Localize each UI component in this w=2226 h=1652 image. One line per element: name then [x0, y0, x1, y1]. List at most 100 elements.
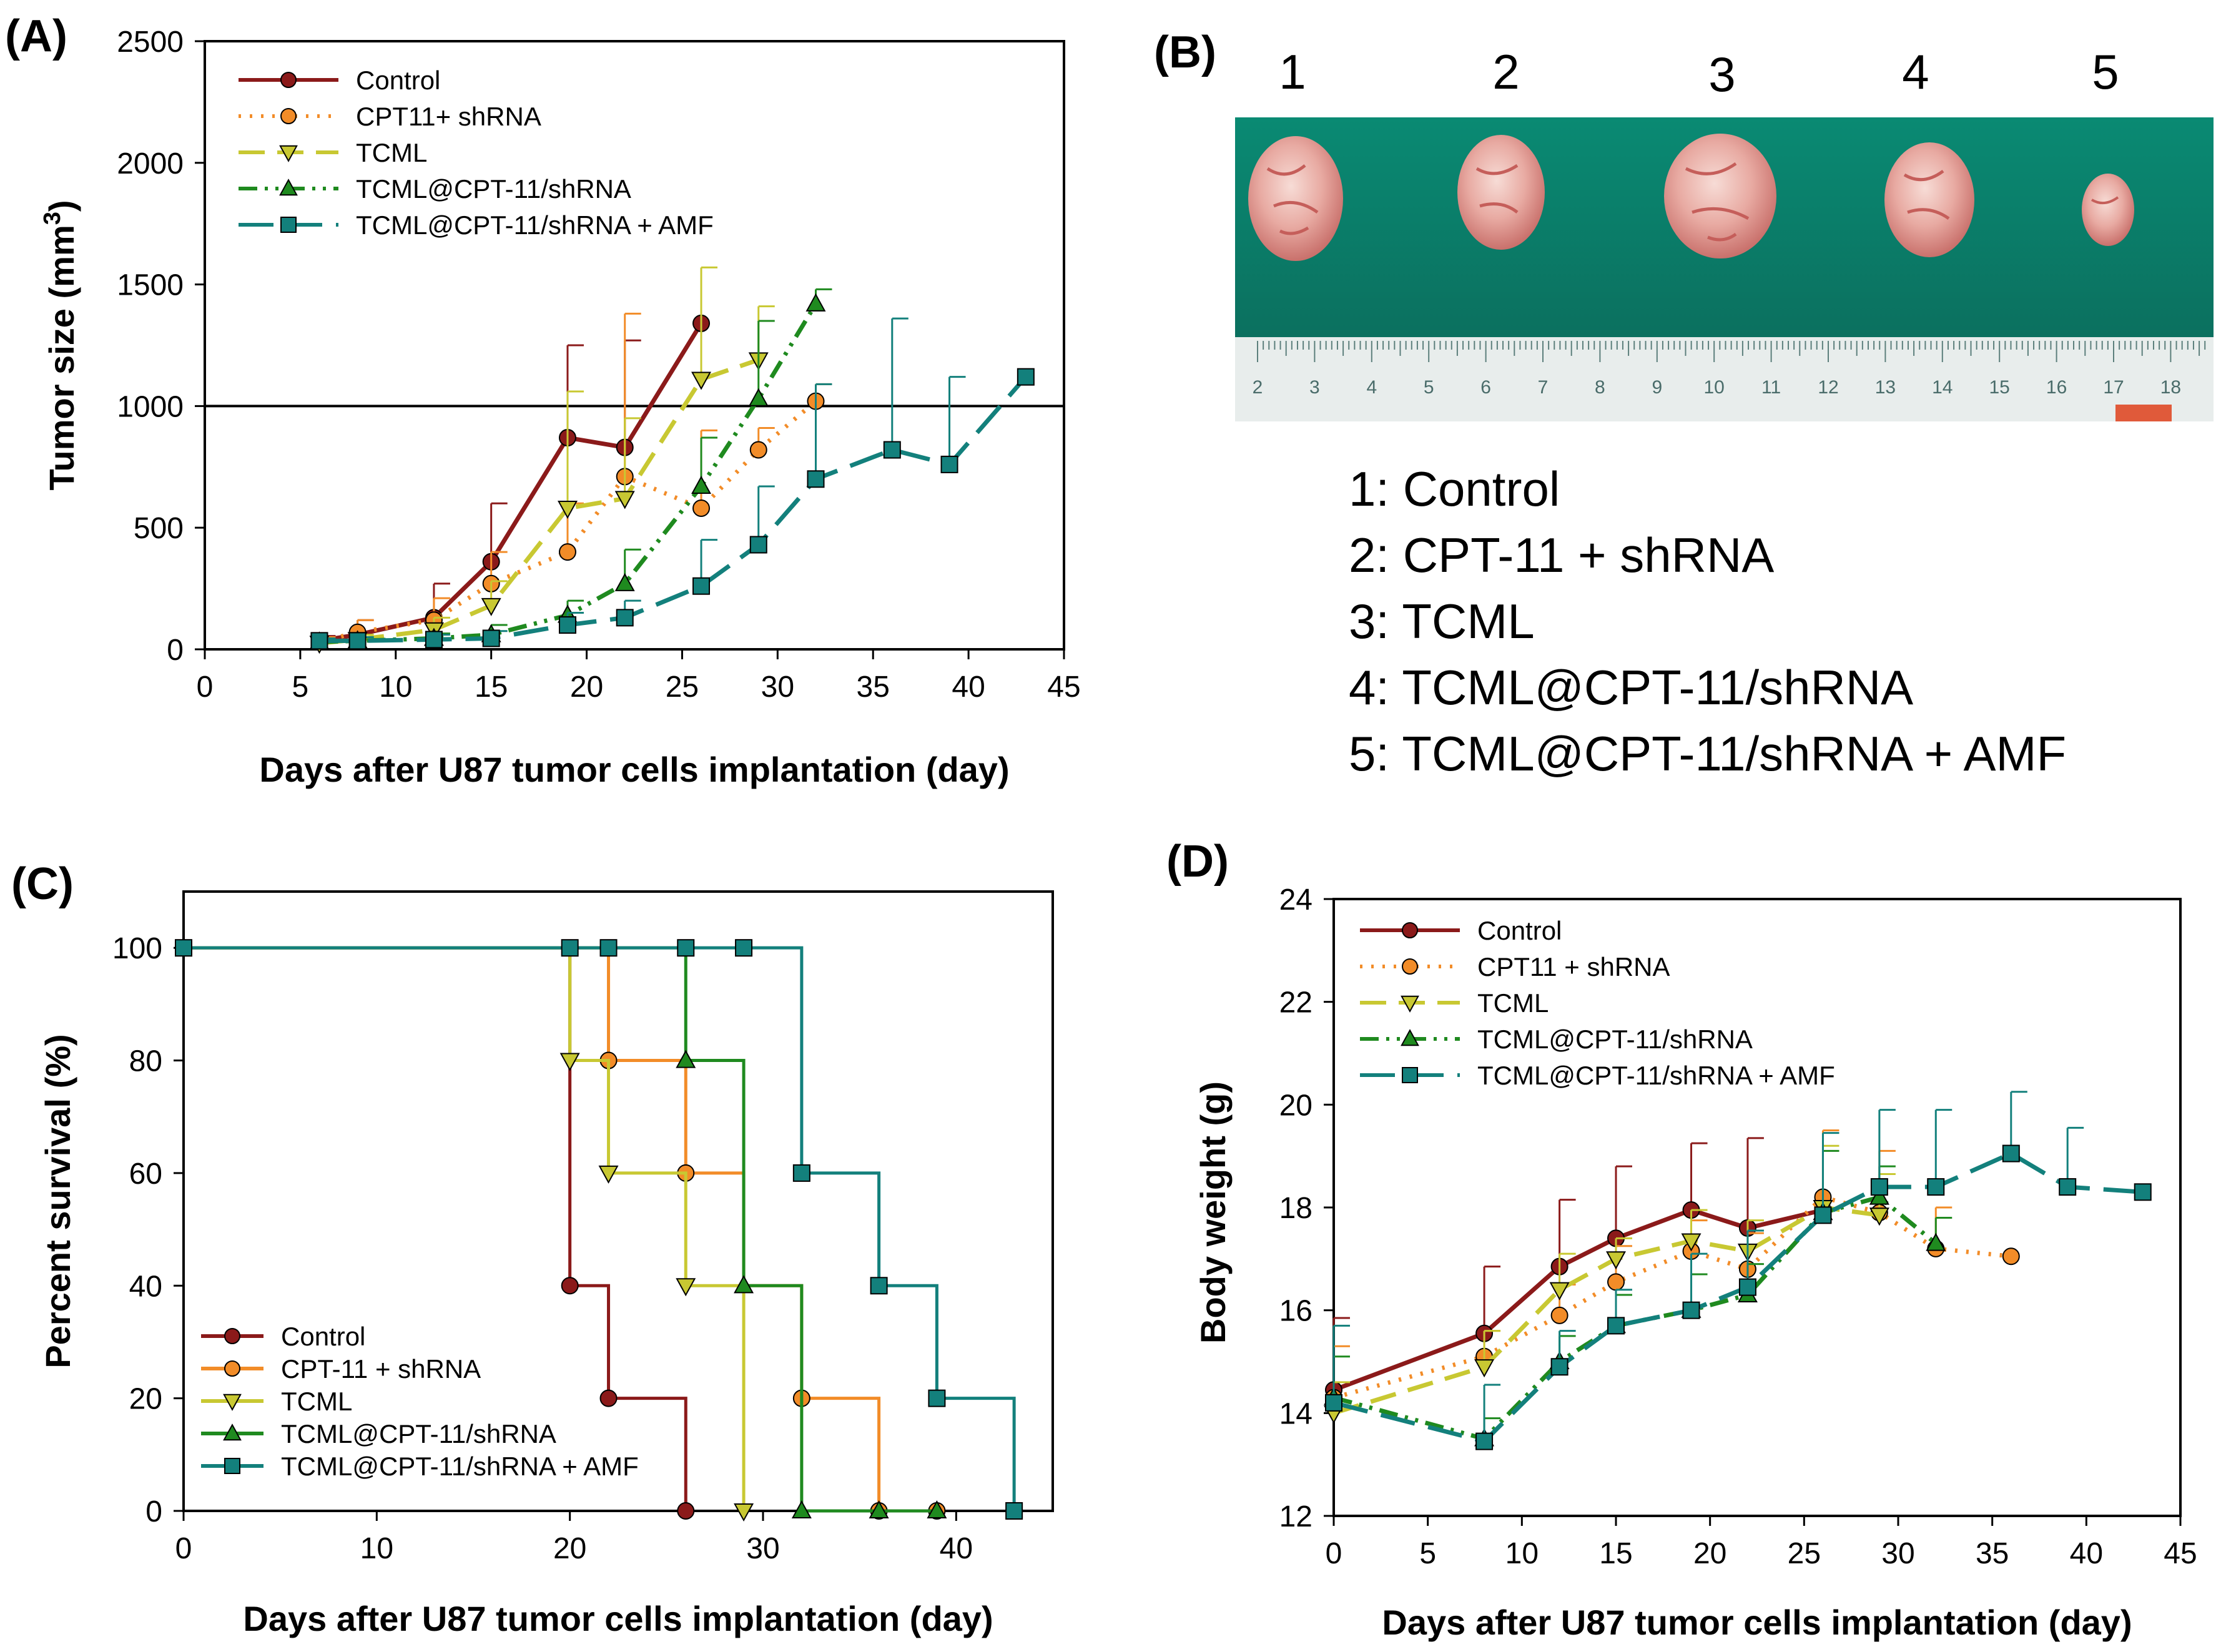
legend-label: Control [1477, 916, 1562, 945]
sample-number-4: 4 [1902, 44, 1929, 99]
legend-marker [280, 72, 297, 88]
y-tick-label: 22 [1279, 986, 1312, 1020]
x-tick-label: 25 [666, 671, 699, 704]
legend-entry: CPT-11 + shRNA [201, 1354, 481, 1384]
data-point [1325, 1394, 1342, 1412]
ruler-number: 16 [2046, 377, 2067, 398]
data-point [561, 939, 579, 957]
data-point [734, 1275, 754, 1294]
panel-a-ticks: 0 5 10 15 20 25 30 35 40 45 0 500 1000 1500 2000 2500 [117, 26, 1080, 704]
series-tcml-cpt-11-shrna-amf [175, 939, 1023, 1520]
data-point [1926, 1232, 1946, 1251]
data-point [734, 1503, 754, 1522]
legend-label: TCML@CPT-11/shRNA + AMF [281, 1452, 639, 1481]
data-point [1005, 1502, 1023, 1520]
legend-marker [279, 179, 298, 196]
panel-a-series [205, 266, 1064, 654]
legend-label: TCML@CPT-11/shRNA + AMF [1477, 1061, 1835, 1090]
y-tick-label: 40 [129, 1270, 162, 1303]
data-point [1475, 1432, 1494, 1450]
panel-b-legend: 1: Control 2: CPT-11 + shRNA 3: TCML 4: … [1349, 461, 2066, 781]
x-tick-label: 15 [1599, 1537, 1632, 1570]
legend-label: TCML@CPT-11/shRNA [1477, 1025, 1753, 1054]
data-point [691, 371, 712, 390]
data-point [2002, 1144, 2020, 1163]
panel-c-survival-chart: (C) 0 10 20 30 40 0 20 40 60 80 100 Days after U87… [11, 859, 1054, 1638]
y-tick-label: 0 [145, 1495, 162, 1528]
x-tick-label: 10 [1505, 1537, 1539, 1570]
data-point [1549, 1282, 1570, 1300]
ruler-numbers: 2 3 4 5 6 7 8 9 10 11 12 13 14 15 16 17 18 [1253, 377, 2181, 398]
panel-d-y-axis-label: Body weight (g) [1193, 1081, 1233, 1344]
data-point [1814, 1206, 1832, 1224]
x-tick-label: 40 [952, 671, 985, 704]
legend-label: Control [356, 66, 440, 95]
data-point [1607, 1317, 1625, 1335]
legend-entry: TCML [201, 1387, 352, 1416]
data-point [1869, 1186, 1889, 1205]
legend-marker [1401, 995, 1419, 1013]
x-tick-label: 10 [360, 1532, 393, 1565]
tumor-4 [1884, 142, 1974, 257]
x-tick-label: 45 [1047, 671, 1080, 704]
series-tcml-cpt-11-shrna-amf [1325, 1091, 2152, 1450]
series-line [319, 358, 759, 646]
ruler-number: 10 [1704, 377, 1725, 398]
ruler-number: 3 [1309, 377, 1320, 398]
data-point [425, 631, 443, 649]
x-tick-label: 35 [857, 671, 890, 704]
panel-a-tumor-size-chart: (A) 0 5 10 15 20 25 30 35 40 45 0 500 1000 1500 2000 25… [5, 11, 1081, 789]
panel-b-sample-numbers: 1 2 3 4 5 [1279, 44, 2119, 102]
series-line [1332, 1205, 1880, 1415]
data-point [2002, 1247, 2020, 1266]
panel-d-ticks: 0 5 10 15 20 25 30 35 40 45 12 14 16 18 20 22 24 [1279, 883, 2197, 1570]
legend-marker [279, 145, 298, 162]
data-point [614, 573, 635, 591]
x-tick-label: 10 [379, 671, 412, 704]
tumor-3 [1664, 134, 1776, 258]
y-tick-label: 2500 [117, 26, 184, 59]
legend-entry: Control [201, 1322, 365, 1351]
legend-marker [224, 1328, 240, 1344]
x-tick-label: 15 [475, 671, 508, 704]
x-tick-label: 45 [2164, 1537, 2197, 1570]
y-tick-label: 500 [134, 512, 184, 545]
x-tick-label: 30 [746, 1532, 779, 1565]
data-point [558, 616, 576, 634]
sample-number-5: 5 [2092, 44, 2119, 99]
y-tick-label: 100 [112, 932, 162, 965]
series-line [1333, 1151, 2143, 1444]
data-point [1682, 1301, 1700, 1319]
legend-entry: TCML@CPT-11/shRNA + AMF [201, 1452, 639, 1481]
data-point [599, 939, 618, 957]
panel-c-plot-frame [182, 890, 1054, 1512]
x-tick-label: 5 [292, 671, 309, 704]
ruler-number: 9 [1652, 377, 1662, 398]
legend-entry: CPT11 + shRNA [1360, 952, 1670, 981]
series-line [319, 375, 1028, 643]
legend-label: TCML [281, 1387, 352, 1416]
panel-a-plot-frame [204, 40, 1065, 651]
data-point [792, 1164, 810, 1182]
legend-marker [1401, 1029, 1419, 1046]
series-tcml-cpt-11-shrna-amf [310, 317, 1035, 650]
y-tick-label: 24 [1279, 883, 1312, 917]
x-tick-label: 25 [1788, 1537, 1821, 1570]
series-control [310, 314, 711, 650]
y-tick-label: 2000 [117, 147, 184, 180]
panel-b-tumor-photo: (B) 1 2 3 4 5 2 3 4 5 6 7 8 9 1 [1154, 27, 2214, 781]
legend-marker [1402, 958, 1418, 975]
data-point [676, 1278, 696, 1297]
legend-entry: TCML@CPT-11/shRNA + AMF [239, 210, 714, 240]
legend-entry: Control [1360, 916, 1562, 945]
panel-d-series [1324, 1091, 2152, 1450]
y-tick-label: 12 [1279, 1500, 1312, 1533]
data-point [870, 1277, 888, 1295]
series-tcml-cpt-11-shrna [1324, 1149, 1953, 1447]
legend-b-item-1: 1: Control [1349, 461, 1560, 516]
x-tick-label: 5 [1419, 1537, 1436, 1570]
x-tick-label: 0 [197, 671, 214, 704]
data-point [1550, 1306, 1569, 1324]
data-point [614, 491, 635, 509]
data-point [2134, 1183, 2152, 1201]
